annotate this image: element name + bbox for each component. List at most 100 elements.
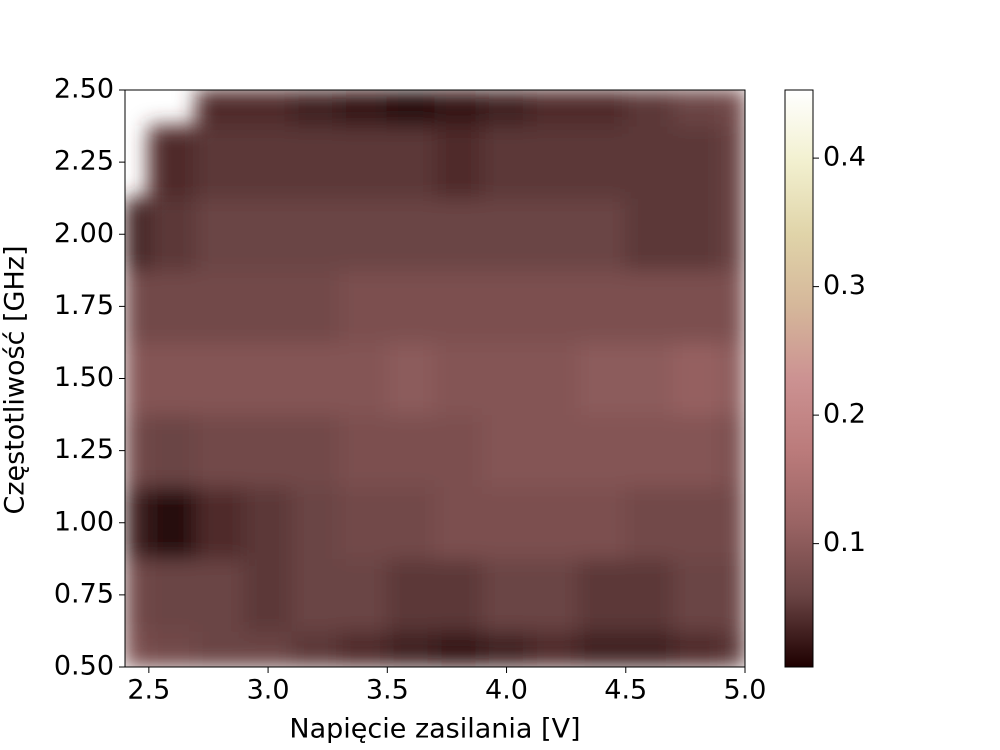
heatmap-cell — [243, 197, 293, 271]
heatmap-cell — [529, 197, 579, 271]
heatmap-cell — [434, 125, 484, 199]
heatmap-cell — [339, 125, 388, 199]
heatmap-cell — [148, 414, 198, 488]
heatmap-cell — [625, 630, 674, 667]
heatmap-cell — [291, 414, 341, 488]
heatmap-cell — [577, 630, 627, 667]
heatmap — [125, 90, 745, 667]
colorbar-tick-label: 0.3 — [823, 270, 866, 301]
heatmap-cell — [625, 558, 674, 632]
heatmap-cell — [529, 414, 579, 488]
heatmap-cell — [434, 90, 484, 127]
heatmap-cell — [720, 341, 745, 416]
heatmap-cell — [291, 90, 341, 127]
heatmap-cell — [148, 125, 198, 199]
heatmap-cell — [482, 197, 531, 271]
heatmap-cell — [434, 269, 484, 343]
heatmap-cell — [482, 90, 531, 127]
y-tick-label: 0.50 — [54, 651, 114, 682]
heatmap-cell — [482, 558, 531, 632]
x-tick-label: 4.5 — [604, 675, 647, 706]
heatmap-cell — [625, 269, 674, 343]
heatmap-cell — [529, 630, 579, 667]
heatmap-cell — [386, 269, 436, 343]
heatmap-cell — [339, 558, 388, 632]
heatmap-cell — [529, 341, 579, 416]
heatmap-cell — [125, 558, 150, 632]
y-tick-label: 2.00 — [54, 218, 114, 249]
heatmap-cell — [672, 269, 722, 343]
colorbar — [784, 89, 814, 668]
heatmap-cell — [243, 90, 293, 127]
heatmap-cell — [291, 125, 341, 199]
heatmap-cell — [243, 341, 293, 416]
heatmap-cell — [720, 414, 745, 488]
heatmap-cell — [577, 90, 627, 127]
heatmap-cell — [291, 197, 341, 271]
heatmap-cell — [386, 90, 436, 127]
heatmap-cell — [196, 197, 245, 271]
heatmap-cell — [577, 125, 627, 199]
colorbar-tick-label: 0.4 — [823, 142, 866, 173]
heatmap-cell — [720, 197, 745, 271]
colorbar-tick-label: 0.2 — [823, 399, 866, 430]
heatmap-cell — [339, 414, 388, 488]
heatmap-cell — [339, 90, 388, 127]
heatmap-cell — [196, 558, 245, 632]
heatmap-cell — [482, 486, 531, 560]
heatmap-cell — [434, 341, 484, 416]
heatmap-cell — [529, 486, 579, 560]
heatmap-cell — [196, 341, 245, 416]
x-tick-label: 2.5 — [127, 675, 170, 706]
heatmap-cell — [125, 486, 150, 560]
y-tick-label: 1.25 — [54, 434, 114, 465]
heatmap-cell — [386, 558, 436, 632]
heatmap-cell — [125, 414, 150, 488]
heatmap-cell — [482, 341, 531, 416]
heatmap-cell — [291, 630, 341, 667]
heatmap-cell — [529, 558, 579, 632]
heatmap-cell — [243, 269, 293, 343]
heatmap-cell — [339, 486, 388, 560]
heatmap-cell — [577, 486, 627, 560]
heatmap-cell — [577, 558, 627, 632]
heatmap-cell — [720, 630, 745, 667]
heatmap-cell — [625, 90, 674, 127]
x-tick-label: 4.0 — [485, 675, 528, 706]
heatmap-cell — [125, 630, 150, 667]
heatmap-cell — [148, 558, 198, 632]
heatmap-cell — [529, 125, 579, 199]
heatmap-cell — [386, 197, 436, 271]
heatmap-cell — [482, 414, 531, 488]
heatmap-cell — [672, 90, 722, 127]
heatmap-cell — [720, 269, 745, 343]
y-axis-label: Częstotliwość [GHz] — [0, 246, 31, 515]
y-tick-label: 0.75 — [54, 578, 114, 609]
heatmap-cell — [720, 486, 745, 560]
heatmap-cell — [196, 125, 245, 199]
heatmap-cell — [196, 269, 245, 343]
heatmap-cell — [243, 630, 293, 667]
heatmap-cell — [125, 197, 150, 271]
heatmap-cell — [625, 341, 674, 416]
x-axis-label: Napięcie zasilania [V] — [289, 714, 580, 745]
heatmap-cell — [672, 197, 722, 271]
heatmap-cell — [148, 341, 198, 416]
heatmap-cell — [339, 269, 388, 343]
heatmap-cell — [196, 90, 245, 127]
heatmap-cell — [243, 486, 293, 560]
heatmap-cell — [482, 630, 531, 667]
heatmap-cell — [577, 414, 627, 488]
heatmap-cell — [625, 197, 674, 271]
heatmap-cell — [339, 197, 388, 271]
heatmap-cell — [720, 90, 745, 127]
heatmap-cell — [196, 630, 245, 667]
heatmap-cell — [291, 486, 341, 560]
heatmap-cell — [672, 630, 722, 667]
heatmap-cell — [434, 486, 484, 560]
heatmap-cell — [529, 90, 579, 127]
heatmap-cell — [720, 558, 745, 632]
heatmap-cell — [243, 125, 293, 199]
heatmap-cell — [434, 630, 484, 667]
y-tick-label: 1.75 — [54, 290, 114, 321]
